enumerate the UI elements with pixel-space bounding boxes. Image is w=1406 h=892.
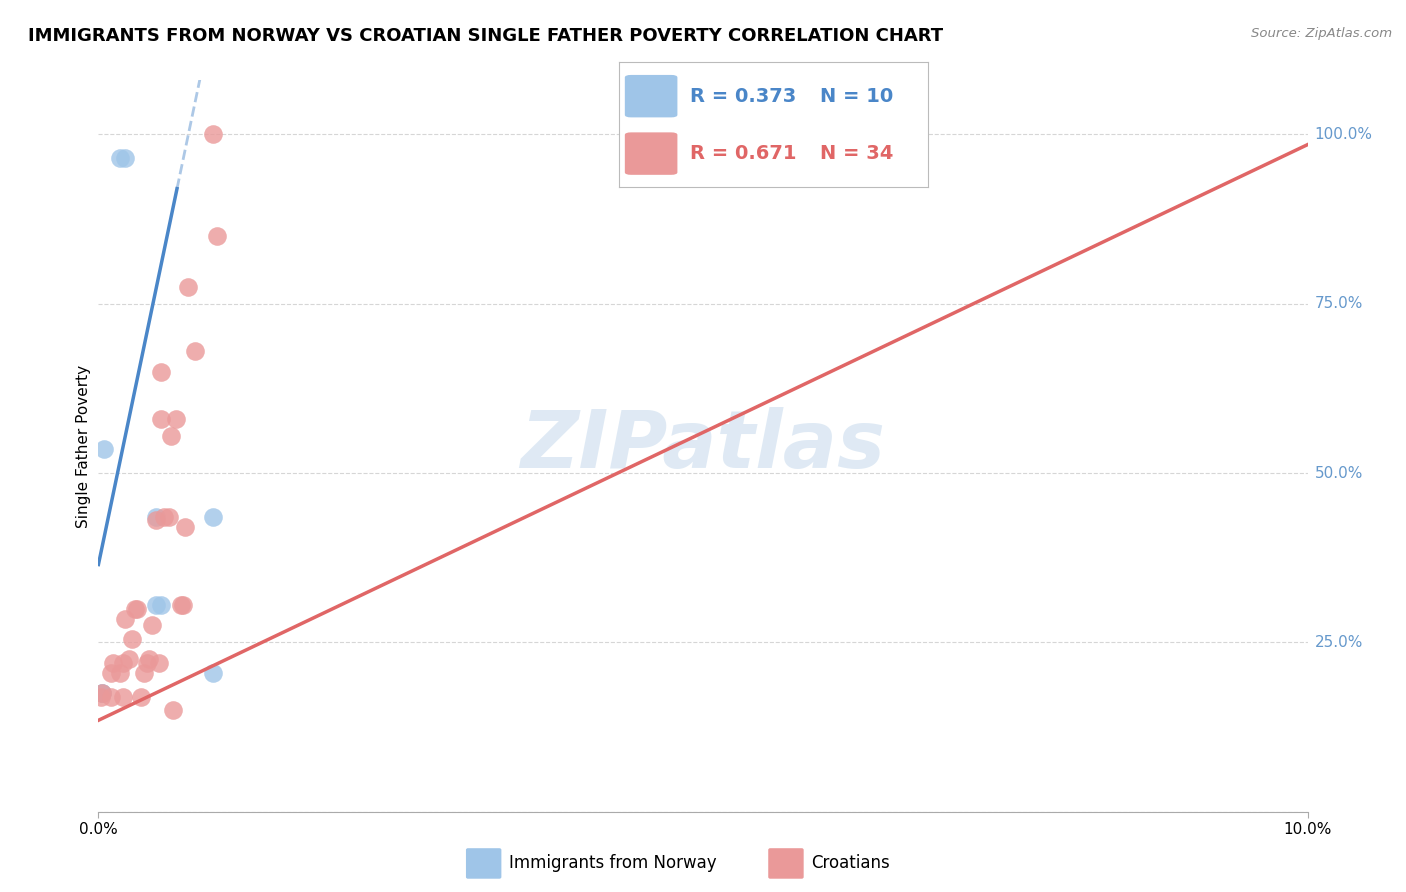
FancyBboxPatch shape	[465, 848, 502, 879]
Point	[108, 151, 131, 165]
Text: Source: ZipAtlas.com: Source: ZipAtlas.com	[1251, 27, 1392, 40]
FancyBboxPatch shape	[624, 75, 678, 118]
Point	[111, 690, 134, 704]
Point	[100, 665, 122, 680]
Text: Immigrants from Norway: Immigrants from Norway	[509, 855, 717, 872]
Point	[121, 632, 143, 646]
Point	[145, 510, 167, 524]
Point	[202, 665, 225, 680]
Text: R = 0.373: R = 0.373	[690, 87, 796, 105]
Point	[202, 510, 225, 524]
FancyBboxPatch shape	[768, 848, 804, 879]
Point	[150, 598, 173, 612]
Point	[134, 665, 156, 680]
Text: R = 0.671: R = 0.671	[690, 145, 796, 163]
Point	[160, 429, 183, 443]
Text: 100.0%: 100.0%	[1315, 127, 1372, 142]
Point	[162, 703, 184, 717]
Point	[148, 656, 170, 670]
Point	[138, 652, 160, 666]
Text: Croatians: Croatians	[811, 855, 890, 872]
Point	[101, 656, 124, 670]
Point	[145, 514, 167, 528]
Point	[135, 656, 157, 670]
Text: IMMIGRANTS FROM NORWAY VS CROATIAN SINGLE FATHER POVERTY CORRELATION CHART: IMMIGRANTS FROM NORWAY VS CROATIAN SINGL…	[28, 27, 943, 45]
Point	[100, 690, 122, 704]
Point	[150, 364, 173, 378]
Point	[114, 151, 136, 165]
Point	[129, 690, 152, 704]
Point	[157, 510, 180, 524]
Point	[93, 442, 115, 457]
Point	[172, 598, 194, 612]
Point	[124, 601, 146, 615]
Point	[150, 412, 173, 426]
Point	[145, 598, 167, 612]
Text: 25.0%: 25.0%	[1315, 635, 1362, 650]
Text: 75.0%: 75.0%	[1315, 296, 1362, 311]
Point	[174, 520, 197, 534]
FancyBboxPatch shape	[624, 132, 678, 175]
Point	[91, 686, 114, 700]
Point	[114, 612, 136, 626]
Point	[118, 652, 141, 666]
Text: ZIPatlas: ZIPatlas	[520, 407, 886, 485]
Point	[177, 280, 200, 294]
Point	[111, 656, 134, 670]
Point	[91, 686, 114, 700]
Point	[127, 601, 149, 615]
Point	[91, 686, 114, 700]
Point	[205, 229, 228, 244]
Point	[184, 344, 207, 359]
Point	[202, 128, 225, 142]
Text: N = 10: N = 10	[820, 87, 893, 105]
Point	[141, 618, 163, 632]
Y-axis label: Single Father Poverty: Single Father Poverty	[76, 365, 91, 527]
Point	[169, 598, 191, 612]
Point	[165, 412, 187, 426]
Point	[108, 665, 131, 680]
Text: N = 34: N = 34	[820, 145, 893, 163]
Point	[90, 690, 112, 704]
Point	[152, 510, 174, 524]
Text: 50.0%: 50.0%	[1315, 466, 1362, 481]
